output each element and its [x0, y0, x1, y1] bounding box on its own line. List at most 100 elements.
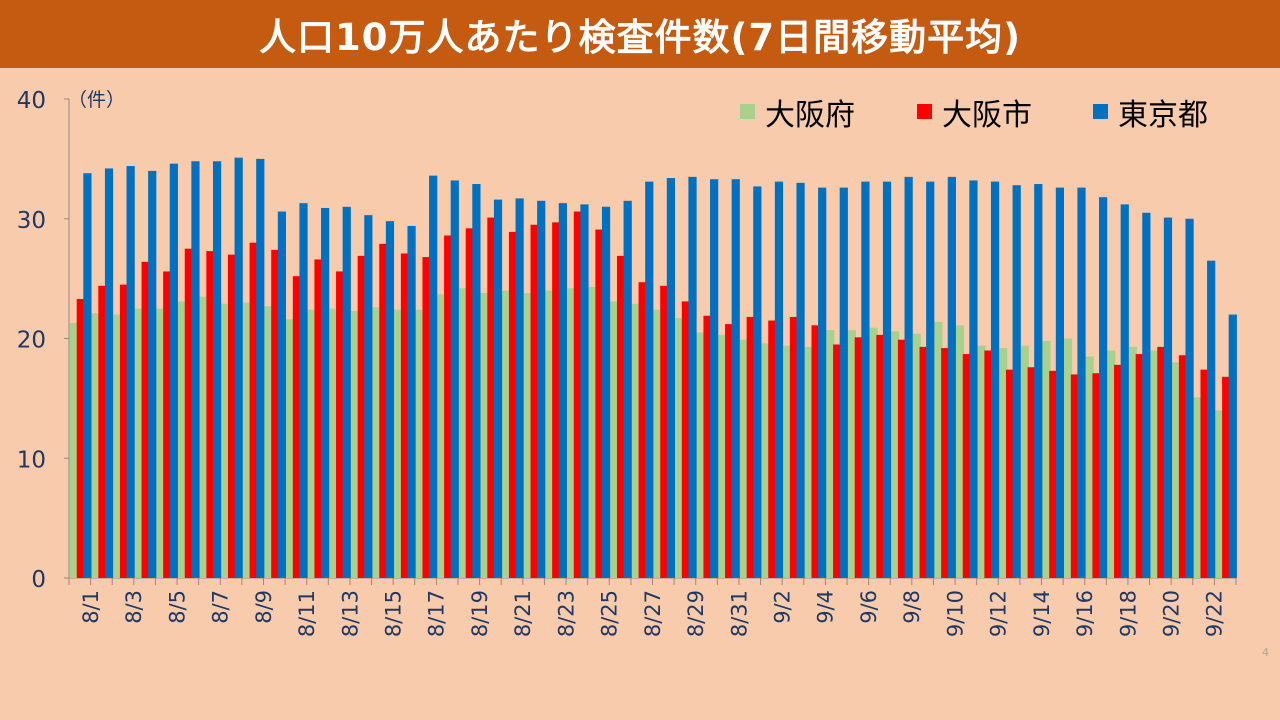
- bar-osaka-city: [465, 228, 474, 578]
- bar-tokyo: [1228, 314, 1237, 578]
- legend-label: 大阪府: [765, 98, 855, 133]
- x-tick-label: 9/22: [1203, 590, 1227, 637]
- bar-tokyo: [904, 176, 913, 578]
- bar-osaka-pref: [458, 288, 468, 578]
- x-tick-label: 9/20: [1160, 590, 1184, 637]
- bar-osaka-city: [1092, 373, 1101, 578]
- x-tick-label: 8/3: [122, 590, 146, 624]
- bar-tokyo: [277, 211, 287, 578]
- bar-osaka-pref: [977, 345, 986, 578]
- bar-osaka-city: [962, 354, 971, 578]
- x-tick-label: 8/15: [382, 590, 406, 637]
- bar-osaka-pref: [1020, 345, 1029, 578]
- bar-tokyo: [1012, 185, 1021, 578]
- bar-tokyo: [796, 182, 805, 578]
- bar-tokyo: [580, 204, 589, 578]
- bar-tokyo: [1077, 187, 1086, 579]
- bar-osaka-pref: [696, 332, 705, 578]
- bar-osaka-city: [76, 298, 85, 578]
- legend-label: 大阪市: [942, 98, 1032, 133]
- bar-tokyo: [450, 180, 459, 578]
- bar-osaka-city: [1222, 376, 1231, 578]
- bar-tokyo: [1142, 212, 1151, 578]
- bar-tokyo: [688, 176, 697, 578]
- bar-osaka-city: [941, 348, 950, 578]
- bar-tokyo: [537, 200, 546, 579]
- bar-osaka-pref: [372, 307, 381, 578]
- bar-tokyo: [493, 199, 503, 578]
- bar-osaka-pref: [1063, 338, 1073, 578]
- bar-osaka-city: [530, 224, 539, 579]
- bar-osaka-pref: [134, 308, 143, 578]
- bar-osaka-pref: [199, 296, 208, 578]
- bar-tokyo: [601, 206, 611, 578]
- bar-osaka-pref: [545, 290, 554, 578]
- bar-tokyo: [990, 181, 1000, 578]
- x-tick-label: 8/27: [641, 590, 665, 637]
- bar-tokyo: [407, 225, 416, 578]
- bar-osaka-pref: [285, 319, 295, 578]
- bar-tokyo: [212, 161, 222, 578]
- bar-tokyo: [710, 179, 719, 579]
- bar-osaka-city: [227, 254, 237, 579]
- y-tick-label: 40: [17, 88, 46, 114]
- bar-tokyo: [818, 187, 827, 579]
- bar-tokyo: [364, 215, 373, 578]
- legend-label: 東京都: [1118, 98, 1208, 133]
- bar-osaka-city: [1070, 374, 1080, 578]
- bar-tokyo: [882, 181, 892, 578]
- y-tick-label: 20: [17, 328, 46, 354]
- x-tick-label: 9/2: [771, 590, 795, 624]
- bar-osaka-pref: [1128, 346, 1137, 578]
- page-number: 4: [1262, 646, 1269, 659]
- bar-osaka-city: [573, 211, 582, 578]
- bar-osaka-city: [746, 316, 755, 578]
- bar-osaka-pref: [1107, 350, 1116, 578]
- bar-osaka-city: [379, 243, 388, 578]
- x-tick-label: 9/16: [1073, 590, 1097, 637]
- bar-osaka-pref: [999, 348, 1008, 578]
- bar-osaka-pref: [826, 330, 835, 578]
- x-tick-label: 8/1: [79, 590, 103, 624]
- bar-osaka-city: [1178, 355, 1188, 578]
- legend-swatch: [917, 104, 932, 119]
- bar-osaka-pref: [610, 301, 619, 578]
- bar-osaka-city: [595, 229, 604, 578]
- bar-tokyo: [256, 158, 265, 579]
- bar-tokyo: [623, 200, 632, 579]
- bar-tokyo: [861, 181, 870, 578]
- bar-osaka-city: [487, 217, 496, 579]
- bar-tokyo: [299, 203, 308, 578]
- bar-tokyo: [558, 203, 567, 578]
- bar-osaka-pref: [588, 287, 597, 578]
- bar-osaka-pref: [1150, 350, 1159, 578]
- bar-osaka-pref: [934, 321, 943, 578]
- x-tick-label: 9/18: [1116, 590, 1140, 637]
- bar-osaka-city: [681, 301, 691, 578]
- bar-osaka-city: [725, 324, 734, 578]
- bar-osaka-pref: [91, 313, 100, 578]
- bar-osaka-city: [336, 271, 345, 578]
- y-tick-label: 0: [31, 567, 46, 593]
- x-tick-label: 9/6: [857, 590, 881, 624]
- bar-osaka-city: [206, 251, 215, 578]
- bar-osaka-city: [1049, 370, 1058, 578]
- bar-tokyo: [169, 163, 178, 579]
- bar-tokyo: [1120, 204, 1129, 578]
- bar-osaka-pref: [869, 327, 878, 578]
- x-tick-label: 8/13: [338, 590, 362, 637]
- bar-tokyo: [1055, 187, 1065, 579]
- bar-osaka-pref: [242, 302, 251, 578]
- bar-tokyo: [234, 157, 243, 578]
- bar-osaka-city: [833, 344, 842, 578]
- bar-tokyo: [1207, 260, 1216, 578]
- x-tick-label: 8/19: [468, 590, 492, 637]
- bar-tokyo: [753, 186, 762, 579]
- bar-osaka-city: [400, 253, 410, 579]
- bar-osaka-pref: [955, 325, 965, 578]
- bar-osaka-pref: [69, 322, 79, 578]
- bar-osaka-city: [163, 271, 172, 578]
- bar-tokyo: [731, 179, 740, 579]
- y-unit-label: （件）: [68, 89, 125, 111]
